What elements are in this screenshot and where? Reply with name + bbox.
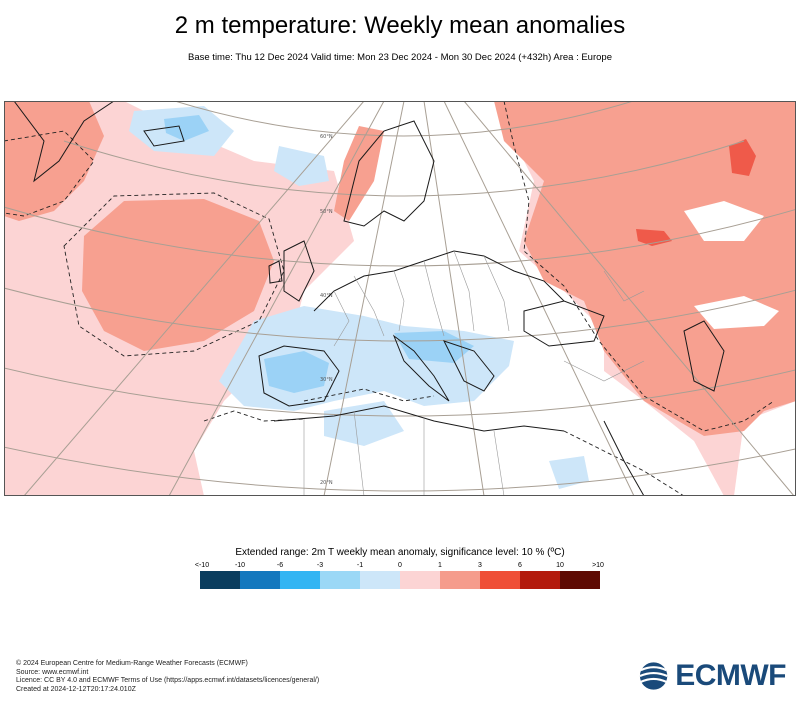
east-europe-warm-anomaly <box>494 101 796 436</box>
legend-label: 1 <box>438 562 442 569</box>
significance-contour-mediterranean <box>303 388 435 402</box>
norwegian-sea-cold <box>274 146 329 186</box>
legend-label: >10 <box>592 562 604 569</box>
coastline-caspian <box>683 320 725 392</box>
scandinavia-warm-anomaly <box>334 126 384 221</box>
legend-label: -3 <box>316 562 324 569</box>
east-neutral-patch-2 <box>694 296 779 329</box>
graticule-meridian-4 <box>168 101 385 496</box>
graticule-parallel-20 <box>4 446 796 492</box>
country-borders <box>303 250 645 496</box>
graticule-parallel-60 <box>63 140 745 197</box>
footer-licence: Licence: CC BY 4.0 and ECMWF Terms of Us… <box>16 677 320 684</box>
legend-swatch <box>400 571 440 589</box>
legend-labels: <-10 -10 -6 -3 -1 0 1 3 6 10 >10 <box>195 562 604 572</box>
coastline-black-sea <box>523 300 605 347</box>
legend-label: -10 <box>234 562 246 569</box>
legend-label: -6 <box>276 562 284 569</box>
legend-label: 3 <box>478 562 482 569</box>
greenland-stronger-cold <box>164 115 209 141</box>
atlantic-warm-anomaly <box>82 199 274 351</box>
legend-label: -1 <box>356 562 364 569</box>
legend-label: 10 <box>556 562 564 569</box>
northwest-warm-anomaly <box>4 101 104 221</box>
coastline-greenland <box>13 101 115 183</box>
legend-swatch <box>480 571 520 589</box>
legend-label: 6 <box>518 562 522 569</box>
graticule-label-20: 20°N <box>320 480 333 486</box>
graticule-meridian-5 <box>23 101 365 496</box>
graticule-parallel-30 <box>4 367 796 417</box>
graticule-label-40: 40°N <box>320 293 333 299</box>
significance-contour-south <box>203 410 305 422</box>
north-africa-cold <box>324 401 404 446</box>
significance-contour-africa <box>563 430 685 496</box>
graticule-meridian-3 <box>443 101 635 496</box>
legend-swatch <box>320 571 360 589</box>
coastline-balkans <box>443 340 495 392</box>
graticule-label-30: 30°N <box>320 377 333 383</box>
graticule-parallel-50 <box>4 206 796 267</box>
legend-swatch <box>360 571 400 589</box>
graticule-parallel-70 <box>173 101 635 137</box>
italy-stronger-cold <box>394 331 474 363</box>
ecmwf-logo: ECMWF <box>636 659 786 692</box>
map-frame <box>4 101 796 496</box>
legend-swatch <box>520 571 560 589</box>
arabia-cold-spot <box>549 456 589 489</box>
coastline-red-sea <box>603 420 645 496</box>
footer-copyright: © 2024 European Centre for Medium-Range … <box>16 660 248 667</box>
legend-swatch <box>440 571 480 589</box>
legend-swatch <box>280 571 320 589</box>
strong-warm-spot-russia <box>729 139 756 176</box>
page-title: 2 m temperature: Weekly mean anomalies <box>174 12 626 39</box>
coastline-europe <box>313 250 565 312</box>
ecmwf-logo-text: ECMWF <box>675 659 786 692</box>
iberia-stronger-cold <box>264 351 329 393</box>
footer-credits: © 2024 European Centre for Medium-Range … <box>16 660 319 694</box>
legend-label: 0 <box>398 562 402 569</box>
footer-created: Created at 2024-12-12T20:17:24.010Z <box>16 685 136 693</box>
legend-title: Extended range: 2m T weekly mean anomaly… <box>235 547 565 558</box>
footer-source: Source: www.ecmwf.int <box>16 668 89 676</box>
coastline-north-africa <box>273 405 565 432</box>
legend-swatch <box>240 571 280 589</box>
anomaly-map: 60°N 50°N 40°N 30°N 20°N <box>4 101 796 496</box>
legend-swatch <box>560 571 600 589</box>
east-neutral-patch <box>684 201 764 241</box>
legend-label: <-10 <box>194 562 210 569</box>
coastline-scandinavia <box>343 120 435 227</box>
graticule-meridian-2 <box>423 101 485 496</box>
graticule-label-60: 60°N <box>320 134 333 140</box>
coastline-iceland <box>143 125 185 147</box>
graticule-meridian-1 <box>323 101 405 496</box>
coastline-british-isles <box>268 240 315 302</box>
ecmwf-globe-icon <box>639 662 668 690</box>
legend-color-bar <box>200 571 600 589</box>
graticule-label-50: 50°N <box>320 209 333 215</box>
significance-contour-east <box>503 101 775 432</box>
significance-contour-atlantic <box>63 192 285 357</box>
coastline-italy <box>392 334 450 402</box>
significance-contour-northwest <box>4 130 95 217</box>
graticule-parallel-40 <box>4 287 796 342</box>
coastline-iberia <box>258 345 340 407</box>
legend-swatch <box>200 571 240 589</box>
page-subtitle: Base time: Thu 12 Dec 2024 Valid time: M… <box>188 52 612 63</box>
